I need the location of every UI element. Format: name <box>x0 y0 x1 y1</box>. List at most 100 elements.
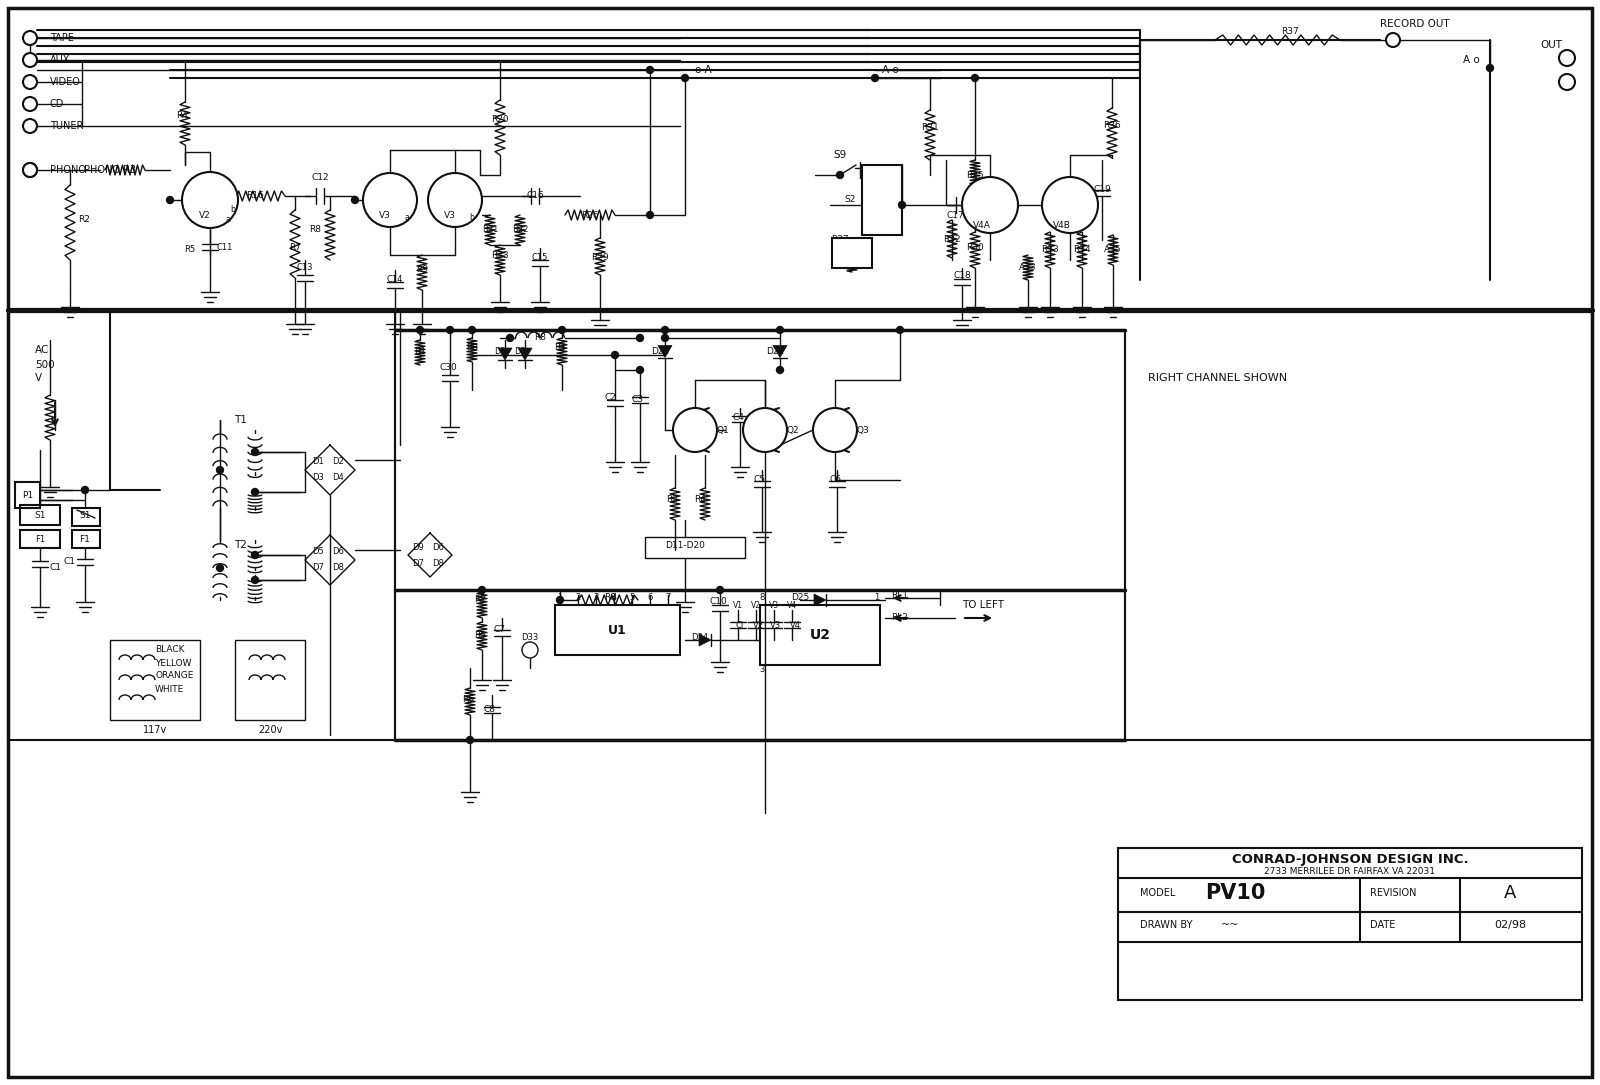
Circle shape <box>872 75 878 81</box>
Text: A35: A35 <box>1104 245 1122 255</box>
Text: PHONO: PHONO <box>50 165 86 175</box>
Circle shape <box>611 352 619 358</box>
Text: TO LEFT: TO LEFT <box>962 600 1005 610</box>
Text: 5: 5 <box>629 593 635 602</box>
Circle shape <box>837 171 843 179</box>
Circle shape <box>216 467 224 473</box>
Circle shape <box>1386 33 1400 47</box>
Circle shape <box>637 367 643 373</box>
Circle shape <box>646 212 653 218</box>
Text: F1: F1 <box>80 536 91 545</box>
Text: R25: R25 <box>966 170 984 179</box>
Text: YELLOW: YELLOW <box>155 659 192 667</box>
Circle shape <box>1486 64 1493 72</box>
Text: C1: C1 <box>50 563 61 573</box>
Text: C11: C11 <box>218 243 234 253</box>
Text: D25: D25 <box>790 593 810 602</box>
Circle shape <box>646 66 653 74</box>
Text: C5: C5 <box>754 475 766 485</box>
Text: R5: R5 <box>184 245 195 255</box>
Text: R37: R37 <box>1282 27 1299 37</box>
Text: D9: D9 <box>413 542 424 551</box>
Text: R31: R31 <box>922 124 939 132</box>
Text: 2733 MERRILEE DR FAIRFAX VA 22031: 2733 MERRILEE DR FAIRFAX VA 22031 <box>1264 868 1435 877</box>
Polygon shape <box>518 348 531 360</box>
Text: R32: R32 <box>942 235 962 244</box>
Text: V4: V4 <box>787 600 797 610</box>
Circle shape <box>661 327 669 333</box>
Text: TUNER: TUNER <box>50 122 83 131</box>
Text: C12: C12 <box>310 174 330 182</box>
Text: D8: D8 <box>432 559 443 567</box>
Bar <box>395 330 1125 740</box>
Circle shape <box>507 334 514 342</box>
Circle shape <box>446 327 453 333</box>
Text: R6: R6 <box>462 695 474 704</box>
Circle shape <box>363 173 418 227</box>
Text: C17: C17 <box>946 210 963 219</box>
Text: R21: R21 <box>482 226 498 234</box>
Text: R26: R26 <box>581 210 598 219</box>
Text: C10: C10 <box>709 598 726 607</box>
Text: R7: R7 <box>290 243 301 253</box>
Text: C16: C16 <box>526 191 544 200</box>
Bar <box>19 505 61 525</box>
Text: U2: U2 <box>810 628 830 642</box>
Circle shape <box>22 31 37 44</box>
Text: R4: R4 <box>176 111 187 119</box>
Circle shape <box>416 327 424 333</box>
Text: R29: R29 <box>590 254 610 263</box>
Text: R16: R16 <box>246 191 264 201</box>
Text: A o: A o <box>1464 55 1480 65</box>
Text: CD: CD <box>50 99 64 109</box>
Text: U1: U1 <box>608 624 626 637</box>
Circle shape <box>429 173 482 227</box>
Text: D8: D8 <box>333 563 344 573</box>
Text: R1: R1 <box>414 347 426 357</box>
Text: R8: R8 <box>534 333 546 343</box>
Text: AUX: AUX <box>50 55 70 65</box>
Circle shape <box>896 327 904 333</box>
Text: DRAWN BY: DRAWN BY <box>1139 920 1192 930</box>
Text: DATE: DATE <box>1370 920 1395 930</box>
Text: R8: R8 <box>309 226 322 234</box>
Text: R9: R9 <box>416 266 429 275</box>
Text: R8: R8 <box>605 593 616 602</box>
Text: TAPE: TAPE <box>50 33 74 43</box>
Polygon shape <box>699 634 710 646</box>
Text: C30: C30 <box>438 362 458 371</box>
Circle shape <box>22 163 37 177</box>
Text: T2: T2 <box>234 540 246 550</box>
Polygon shape <box>498 348 512 360</box>
Text: R34: R34 <box>1074 245 1091 255</box>
Bar <box>110 640 200 720</box>
Circle shape <box>251 488 259 496</box>
Text: S2: S2 <box>845 195 856 204</box>
Text: RL1: RL1 <box>891 590 909 600</box>
Text: D1: D1 <box>494 347 506 357</box>
Text: R36: R36 <box>1102 120 1122 129</box>
Circle shape <box>962 177 1018 233</box>
Circle shape <box>82 486 88 494</box>
Text: C13: C13 <box>296 264 314 272</box>
Text: V1: V1 <box>733 600 742 610</box>
Text: Q1: Q1 <box>717 425 730 434</box>
Text: Q3: Q3 <box>856 425 869 434</box>
Text: D5: D5 <box>312 548 323 557</box>
Text: V4: V4 <box>789 621 800 629</box>
Text: 220v: 220v <box>258 725 282 735</box>
Text: C7: C7 <box>494 625 506 635</box>
Circle shape <box>1558 74 1574 90</box>
Text: C14: C14 <box>387 276 403 284</box>
Polygon shape <box>658 345 672 357</box>
Text: 1: 1 <box>874 593 880 602</box>
Circle shape <box>637 334 643 342</box>
Text: D34: D34 <box>691 634 709 642</box>
Text: PHONO R3: PHONO R3 <box>83 165 136 175</box>
Circle shape <box>661 334 669 342</box>
Text: 3: 3 <box>760 665 765 675</box>
Bar <box>72 508 99 526</box>
Text: C8: C8 <box>483 705 496 715</box>
Circle shape <box>352 196 358 204</box>
Circle shape <box>251 551 259 559</box>
